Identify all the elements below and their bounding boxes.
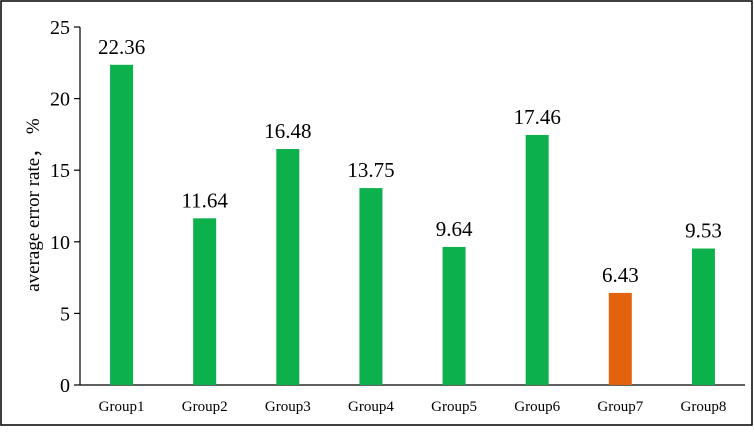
bar-group1 bbox=[110, 64, 134, 385]
plot-area: 0 5 10 15 20 25 22.36 Group1 11.64 Group2 16.48 Gro… bbox=[50, 17, 745, 415]
data-label: 13.75 bbox=[347, 158, 394, 182]
bar-group6 bbox=[525, 134, 549, 385]
bar-group4 bbox=[359, 188, 383, 385]
data-label: 17.46 bbox=[514, 105, 561, 129]
x-tick-label: Group2 bbox=[182, 399, 228, 415]
data-label: 22.36 bbox=[98, 35, 145, 59]
bar-group5 bbox=[442, 246, 466, 385]
bar-group7 bbox=[608, 292, 632, 385]
y-tick-label: 25 bbox=[50, 17, 70, 39]
x-tick-label: Group6 bbox=[514, 399, 560, 415]
x-tick-label: Group7 bbox=[597, 399, 643, 415]
y-tick-label: 5 bbox=[60, 303, 70, 325]
x-tick-label: Group1 bbox=[99, 399, 145, 415]
y-axis-label: average error rate， % bbox=[23, 118, 44, 292]
data-label: 9.53 bbox=[685, 219, 722, 243]
y-tick-label: 15 bbox=[50, 160, 70, 182]
x-tick-label: Group5 bbox=[431, 399, 477, 415]
y-tick-label: 0 bbox=[60, 375, 70, 397]
data-label: 11.64 bbox=[181, 188, 228, 212]
x-tick-label: Group4 bbox=[348, 399, 394, 415]
bar-group2 bbox=[193, 218, 217, 385]
bar-group3 bbox=[276, 149, 300, 385]
data-label: 9.64 bbox=[436, 217, 473, 241]
y-tick-label: 10 bbox=[50, 232, 70, 254]
data-label: 16.48 bbox=[264, 119, 311, 143]
bar-group8 bbox=[691, 248, 715, 385]
data-label: 6.43 bbox=[602, 263, 639, 287]
x-tick-label: Group3 bbox=[265, 399, 311, 415]
x-tick-label: Group8 bbox=[681, 399, 727, 415]
y-tick-label: 20 bbox=[50, 89, 70, 111]
